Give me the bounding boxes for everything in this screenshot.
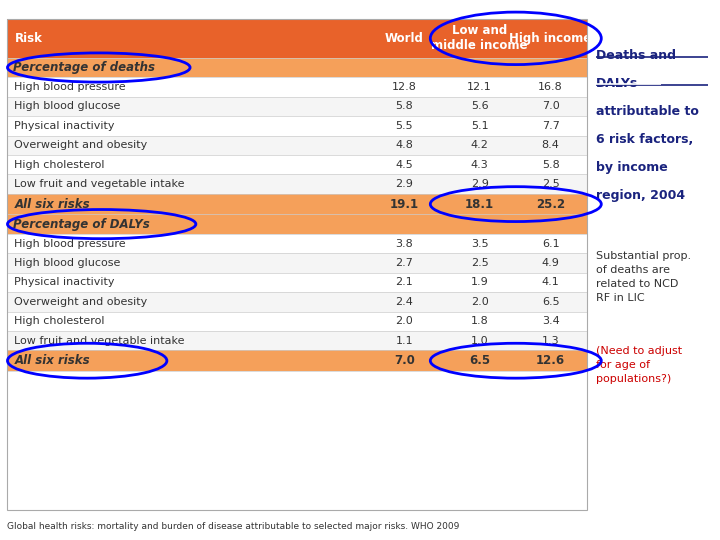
Text: Deaths and: Deaths and [596,49,676,62]
Text: 16.8: 16.8 [538,82,563,92]
Text: 5.6: 5.6 [471,102,488,111]
Bar [7,155,587,174]
Text: 2.9: 2.9 [395,179,413,189]
Text: 5.8: 5.8 [395,102,413,111]
Bar [7,97,587,116]
Text: Low fruit and vegetable intake: Low fruit and vegetable intake [14,179,185,189]
Text: 2.9: 2.9 [471,179,488,189]
Bar [7,58,587,77]
Text: 7.0: 7.0 [541,102,559,111]
Text: 2.1: 2.1 [395,278,413,287]
Text: World: World [384,32,423,45]
Text: Percentage of DALYs: Percentage of DALYs [13,218,150,231]
Text: 2.0: 2.0 [395,316,413,326]
Text: High blood pressure: High blood pressure [14,239,126,248]
Text: 1.9: 1.9 [471,278,488,287]
Bar [7,77,587,97]
Text: 4.1: 4.1 [541,278,559,287]
Text: attributable to: attributable to [596,105,699,118]
Text: Percentage of deaths: Percentage of deaths [13,61,155,74]
Text: All six risks: All six risks [14,354,90,367]
Bar [7,19,587,510]
Bar [7,214,587,234]
Text: 6 risk factors,: 6 risk factors, [596,133,693,146]
Text: Low fruit and vegetable intake: Low fruit and vegetable intake [14,336,185,346]
Text: 4.2: 4.2 [471,140,488,150]
Text: High blood glucose: High blood glucose [14,102,121,111]
Text: 5.8: 5.8 [541,160,559,170]
Text: 7.7: 7.7 [541,121,559,131]
Text: 1.8: 1.8 [471,316,488,326]
Text: (Need to adjust
for age of
populations?): (Need to adjust for age of populations?) [596,346,683,383]
Text: 25.2: 25.2 [536,198,565,211]
Text: 6.1: 6.1 [541,239,559,248]
Text: 1.1: 1.1 [395,336,413,346]
Text: 12.6: 12.6 [536,354,565,367]
Text: region, 2004: region, 2004 [596,189,685,202]
Text: 3.5: 3.5 [471,239,488,248]
Text: 3.4: 3.4 [541,316,559,326]
Text: Low and
middle income: Low and middle income [431,24,528,52]
Text: High blood pressure: High blood pressure [14,82,126,92]
Bar [7,350,587,371]
Bar [7,253,587,273]
Text: All six risks: All six risks [14,198,90,211]
Text: Overweight and obesity: Overweight and obesity [14,140,148,150]
Text: 8.4: 8.4 [541,140,559,150]
Text: 4.8: 4.8 [395,140,413,150]
Text: 19.1: 19.1 [390,198,419,211]
Text: 5.1: 5.1 [471,121,488,131]
Text: 2.4: 2.4 [395,297,413,307]
Text: 2.5: 2.5 [471,258,488,268]
Bar [7,234,587,253]
Text: 12.8: 12.8 [392,82,417,92]
Text: Substantial prop.
of deaths are
related to NCD
RF in LIC: Substantial prop. of deaths are related … [596,251,691,303]
Bar [7,273,587,292]
Text: 1.0: 1.0 [471,336,488,346]
Bar [7,136,587,155]
Text: 2.5: 2.5 [541,179,559,189]
Bar [7,194,587,214]
Bar [7,19,587,58]
Text: 2.7: 2.7 [395,258,413,268]
Text: Physical inactivity: Physical inactivity [14,121,115,131]
Text: 4.5: 4.5 [395,160,413,170]
Text: 12.1: 12.1 [467,82,492,92]
Text: 4.9: 4.9 [541,258,559,268]
Text: High blood glucose: High blood glucose [14,258,121,268]
Text: 5.5: 5.5 [395,121,413,131]
Text: 6.5: 6.5 [469,354,490,367]
Text: 4.3: 4.3 [471,160,488,170]
Text: 3.8: 3.8 [395,239,413,248]
Bar [7,116,587,136]
Text: DALYs: DALYs [596,77,639,90]
Text: 6.5: 6.5 [541,297,559,307]
Text: Risk: Risk [14,32,42,45]
Text: 7.0: 7.0 [394,354,415,367]
Bar [7,174,587,194]
Bar [7,292,587,312]
Text: 2.0: 2.0 [471,297,488,307]
Text: High income: High income [510,32,592,45]
Bar [7,331,587,350]
Text: by income: by income [596,161,668,174]
Text: Overweight and obesity: Overweight and obesity [14,297,148,307]
Text: Global health risks: mortality and burden of disease attributable to selected ma: Global health risks: mortality and burde… [7,522,459,531]
Text: Physical inactivity: Physical inactivity [14,278,115,287]
Text: 1.3: 1.3 [541,336,559,346]
Text: High cholesterol: High cholesterol [14,316,105,326]
Text: 18.1: 18.1 [465,198,494,211]
Bar [7,312,587,331]
Text: High cholesterol: High cholesterol [14,160,105,170]
